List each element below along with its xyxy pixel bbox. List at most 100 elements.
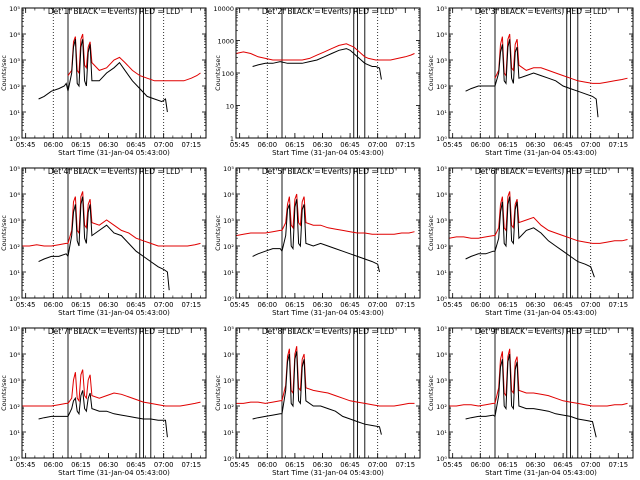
y-tick-label: 10¹ bbox=[9, 269, 20, 277]
x-tick-label: 05:45 bbox=[16, 461, 36, 469]
x-tick-label: 05:45 bbox=[230, 461, 250, 469]
plot-frame bbox=[448, 327, 634, 459]
y-tick-label: 10³ bbox=[436, 217, 447, 225]
y-tick-label: 10⁵ bbox=[436, 165, 447, 173]
y-tick-label: 10⁵ bbox=[223, 165, 234, 173]
y-tick-label: 10⁵ bbox=[9, 165, 20, 173]
x-tick-label: 06:30 bbox=[526, 141, 546, 149]
x-tick-label: 06:00 bbox=[257, 301, 277, 309]
panel-det-2: Det 2f BLACK = Events, RED = LLD 1 10 100 10… bbox=[213, 5, 421, 157]
events-series-line bbox=[38, 39, 168, 113]
y-tick-label: 10⁰ bbox=[436, 295, 447, 303]
x-tick-label: 06:00 bbox=[257, 461, 277, 469]
x-tick-label: 06:45 bbox=[126, 141, 146, 149]
panel-title: Det 7f BLACK = Events, RED = LLD bbox=[48, 327, 181, 336]
panel-title: Det 2f BLACK = Events, RED = LLD bbox=[262, 7, 395, 16]
x-tick-label: 05:45 bbox=[230, 141, 250, 149]
x-tick-label: 07:15 bbox=[181, 141, 201, 149]
x-tick-label: 06:45 bbox=[553, 461, 573, 469]
x-tick-label: 07:15 bbox=[395, 301, 415, 309]
x-tick-label: 06:15 bbox=[498, 141, 518, 149]
panel-title: Det 1f BLACK = Events, RED = LLD bbox=[48, 7, 181, 16]
x-tick-label: 06:00 bbox=[470, 301, 490, 309]
lld-series-line bbox=[236, 193, 415, 237]
y-axis-label: Counts/sec bbox=[214, 375, 222, 411]
y-tick-label: 10⁵ bbox=[436, 5, 447, 13]
x-tick-label: 06:45 bbox=[553, 141, 573, 149]
y-tick-label: 10¹ bbox=[9, 109, 20, 117]
x-axis-label: Start Time (31-Jan-04 05:43:00) bbox=[58, 469, 170, 477]
panel-det-4: Det 4f BLACK = Events, RED = LLD 10⁰ 10¹ 10… bbox=[0, 165, 207, 317]
panel-title: Det 5f BLACK = Events, RED = LLD bbox=[262, 167, 395, 176]
x-tick-label: 07:15 bbox=[608, 301, 628, 309]
x-tick-label: 07:00 bbox=[368, 301, 388, 309]
x-tick-label: 07:00 bbox=[581, 301, 601, 309]
x-tick-label: 06:15 bbox=[71, 461, 91, 469]
x-tick-label: 07:15 bbox=[395, 141, 415, 149]
x-tick-label: 06:30 bbox=[526, 461, 546, 469]
lld-series-line bbox=[494, 33, 628, 84]
x-tick-label: 06:45 bbox=[553, 301, 573, 309]
y-axis-label: Counts/sec bbox=[0, 375, 8, 411]
y-axis-label: Counts/sec bbox=[214, 55, 222, 91]
plot-frame bbox=[235, 7, 421, 139]
x-tick-label: 06:15 bbox=[71, 301, 91, 309]
panel-det-7: Det 7f BLACK = Events, RED = LLD 10⁰ 10¹ 10… bbox=[0, 325, 207, 477]
y-axis-label: Counts/sec bbox=[0, 215, 8, 251]
x-axis-label: Start Time (31-Jan-04 05:43:00) bbox=[58, 309, 170, 317]
x-axis-label: Start Time (31-Jan-04 05:43:00) bbox=[272, 469, 384, 477]
x-tick-label: 06:15 bbox=[285, 461, 305, 469]
x-tick-label: 07:15 bbox=[181, 301, 201, 309]
y-axis-label: Counts/sec bbox=[214, 215, 222, 251]
y-tick-label: 10⁵ bbox=[223, 325, 234, 333]
events-series-line bbox=[38, 196, 170, 291]
x-tick-label: 06:45 bbox=[340, 461, 360, 469]
y-tick-label: 10⁰ bbox=[9, 295, 20, 303]
y-tick-label: 10³ bbox=[9, 57, 20, 65]
y-tick-label: 10¹ bbox=[9, 429, 20, 437]
y-tick-label: 10⁰ bbox=[436, 455, 447, 463]
panel-det-1: Det 1f BLACK = Events, RED = LLD 10⁰ 10¹ 10… bbox=[0, 5, 207, 157]
y-tick-label: 10³ bbox=[436, 57, 447, 65]
y-tick-label: 10⁰ bbox=[436, 135, 447, 143]
lld-series-line bbox=[236, 346, 415, 407]
x-tick-label: 07:00 bbox=[581, 461, 601, 469]
x-tick-label: 06:30 bbox=[313, 141, 333, 149]
x-tick-label: 05:45 bbox=[16, 301, 36, 309]
x-tick-label: 06:00 bbox=[470, 461, 490, 469]
x-tick-label: 06:15 bbox=[285, 301, 305, 309]
events-series-line bbox=[252, 351, 382, 435]
y-tick-label: 10⁵ bbox=[9, 325, 20, 333]
x-tick-label: 06:45 bbox=[340, 141, 360, 149]
panel-title: Det 6f BLACK = Events, RED = LLD bbox=[475, 167, 608, 176]
x-axis-label: Start Time (31-Jan-04 05:43:00) bbox=[485, 149, 597, 157]
y-tick-label: 10² bbox=[9, 243, 20, 251]
plot-frame bbox=[21, 7, 207, 139]
x-tick-label: 07:15 bbox=[181, 461, 201, 469]
x-tick-label: 06:15 bbox=[285, 141, 305, 149]
plot-frame bbox=[235, 327, 421, 459]
y-tick-label: 10¹ bbox=[223, 269, 234, 277]
x-tick-label: 07:15 bbox=[395, 461, 415, 469]
y-tick-label: 10² bbox=[9, 83, 20, 91]
x-tick-label: 06:30 bbox=[99, 461, 119, 469]
x-tick-label: 06:15 bbox=[498, 301, 518, 309]
y-tick-label: 10⁰ bbox=[223, 455, 234, 463]
x-tick-label: 06:00 bbox=[43, 461, 63, 469]
y-tick-label: 10⁴ bbox=[9, 31, 20, 39]
x-tick-label: 05:45 bbox=[443, 461, 463, 469]
x-tick-label: 06:45 bbox=[126, 301, 146, 309]
panel-det-9: Det 9f BLACK = Events, RED = LLD 10⁰ 10¹ 10… bbox=[427, 325, 634, 477]
x-tick-label: 06:45 bbox=[126, 461, 146, 469]
x-tick-label: 07:00 bbox=[581, 141, 601, 149]
y-tick-label: 10³ bbox=[436, 377, 447, 385]
y-tick-label: 10⁵ bbox=[436, 325, 447, 333]
x-tick-label: 05:45 bbox=[230, 301, 250, 309]
x-tick-label: 06:00 bbox=[43, 301, 63, 309]
y-tick-label: 1000 bbox=[217, 38, 234, 46]
x-tick-label: 06:00 bbox=[470, 141, 490, 149]
x-tick-label: 07:00 bbox=[154, 301, 174, 309]
y-axis-label: Counts/sec bbox=[427, 215, 435, 251]
x-axis-label: Start Time (31-Jan-04 05:43:00) bbox=[485, 309, 597, 317]
